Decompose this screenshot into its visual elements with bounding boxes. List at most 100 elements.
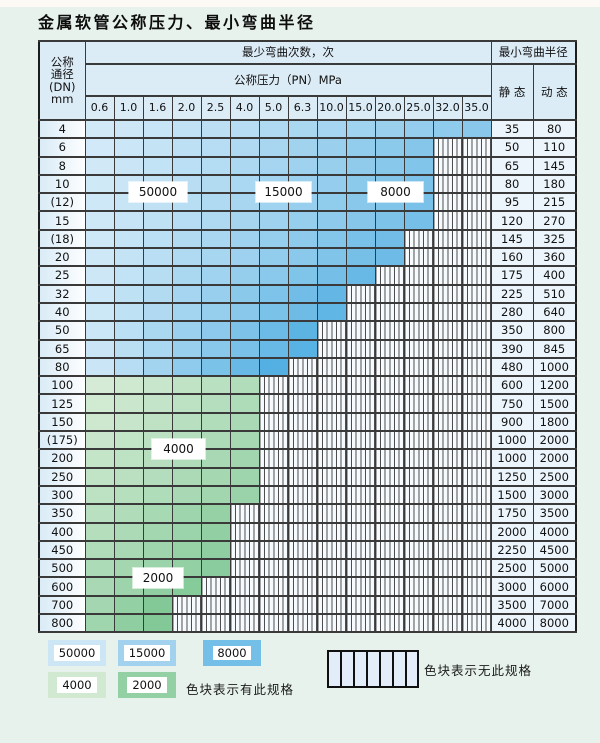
spec-cell: [316, 283, 347, 304]
no-spec-cell: [461, 466, 492, 487]
no-spec-cell: [461, 155, 492, 176]
spec-cell: [84, 466, 115, 487]
no-spec-cell: [345, 320, 376, 341]
pressure-tick: 32.0: [432, 95, 463, 121]
spec-cell: [287, 210, 318, 231]
dynamic-radius-value: 510: [532, 283, 577, 304]
no-spec-cell: [374, 539, 405, 561]
table-row-dn-175: (175) 1000 2000: [38, 430, 577, 451]
no-spec-cell: [432, 521, 463, 542]
spec-cell: [84, 503, 115, 524]
no-spec-cell: [287, 612, 318, 634]
no-spec-cell: [200, 594, 231, 616]
spec-cell: [258, 301, 289, 323]
spec-cell: [171, 484, 202, 506]
static-radius-value: 1500: [490, 484, 534, 506]
spec-cell: [113, 265, 144, 286]
spec-cell: [200, 192, 231, 213]
dynamic-radius-value: 1800: [532, 411, 577, 433]
spec-cell: [113, 155, 144, 176]
dynamic-radius-value: 6000: [532, 576, 577, 597]
spec-cell: [200, 173, 231, 195]
no-spec-cell: [461, 503, 492, 524]
no-spec-cell: [374, 411, 405, 433]
no-spec-cell: [403, 558, 434, 579]
no-spec-cell: [345, 484, 376, 506]
spec-cell: [113, 448, 144, 469]
spec-cell: [229, 356, 260, 378]
no-spec-cell: [316, 375, 347, 396]
no-spec-cell: [258, 393, 289, 414]
dn-value: 600: [38, 576, 86, 597]
spec-cell: [113, 210, 144, 231]
spec-cell: [84, 539, 115, 561]
pressure-tick-row: 0.6 1.0 1.6 2.0 2.5 4.0 5.0 6.3 10.0 15.0 20.0 25.0…: [39, 95, 576, 121]
no-spec-cell: [316, 576, 347, 597]
dynamic-radius-value: 1200: [532, 375, 577, 396]
spec-cell: [142, 356, 173, 378]
no-spec-cell: [258, 484, 289, 506]
spec-cell: [229, 155, 260, 176]
spec-cell: [345, 247, 376, 268]
spec-cell: [113, 137, 144, 158]
no-spec-cell: [432, 320, 463, 341]
static-radius-value: 120: [490, 210, 534, 231]
spec-cell: [113, 539, 144, 561]
dynamic-radius-value: 3500: [532, 503, 577, 524]
dn-value: (18): [38, 228, 86, 250]
spec-cell: [84, 612, 115, 634]
spec-cell: [171, 521, 202, 542]
no-spec-cell: [258, 594, 289, 616]
no-spec-cell: [432, 375, 463, 396]
no-spec-cell: [200, 576, 231, 597]
spec-cell: [142, 393, 173, 414]
bend-count-label-50000: 50000: [129, 182, 187, 202]
no-spec-cell: [287, 393, 318, 414]
no-spec-cell: [432, 466, 463, 487]
no-spec-cell: [316, 558, 347, 579]
no-spec-cell: [374, 301, 405, 323]
dn-value: 50: [38, 320, 86, 341]
spec-cell: [229, 137, 260, 158]
dn-value: 8: [38, 155, 86, 176]
spec-cell: [84, 173, 115, 195]
no-spec-cell: [287, 466, 318, 487]
legend-has-spec-text: 色块表示有此规格: [186, 682, 295, 697]
spec-cell: [229, 393, 260, 414]
spec-cell: [84, 228, 115, 250]
spec-cell: [258, 137, 289, 158]
spec-cell: [84, 375, 115, 396]
pressure-tick: 0.6: [84, 95, 115, 121]
static-radius-value: 1750: [490, 503, 534, 524]
dn-value: 32: [38, 283, 86, 304]
spec-cell: [113, 118, 144, 140]
spec-cell: [258, 210, 289, 231]
dn-value: 450: [38, 539, 86, 561]
no-spec-cell: [229, 558, 260, 579]
spec-cell: [258, 228, 289, 250]
static-radius-value: 50: [490, 137, 534, 158]
no-spec-cell: [287, 521, 318, 542]
no-spec-cell: [432, 448, 463, 469]
spec-cell: [403, 118, 434, 140]
static-radius-value: 390: [490, 338, 534, 359]
no-spec-cell: [374, 484, 405, 506]
spec-cell: [287, 118, 318, 140]
static-radius-value: 2000: [490, 521, 534, 542]
dynamic-radius-value: 215: [532, 192, 577, 213]
legend-swatch-label: 15000: [123, 645, 171, 661]
no-spec-cell: [403, 466, 434, 487]
spec-cell: [113, 301, 144, 323]
dn-value: 15: [38, 210, 86, 231]
spec-cell: [84, 338, 115, 359]
spec-cell: [142, 118, 173, 140]
spec-cell: [229, 466, 260, 487]
no-spec-cell: [171, 594, 202, 616]
table-row-dn-200: 200 1000 2000: [38, 448, 577, 469]
static-radius-value: 175: [490, 265, 534, 286]
no-spec-cell: [403, 283, 434, 304]
no-spec-cell: [345, 448, 376, 469]
table-row-dn-20: 20 160 360: [38, 247, 577, 268]
no-spec-cell: [374, 503, 405, 524]
no-spec-cell: [258, 375, 289, 396]
